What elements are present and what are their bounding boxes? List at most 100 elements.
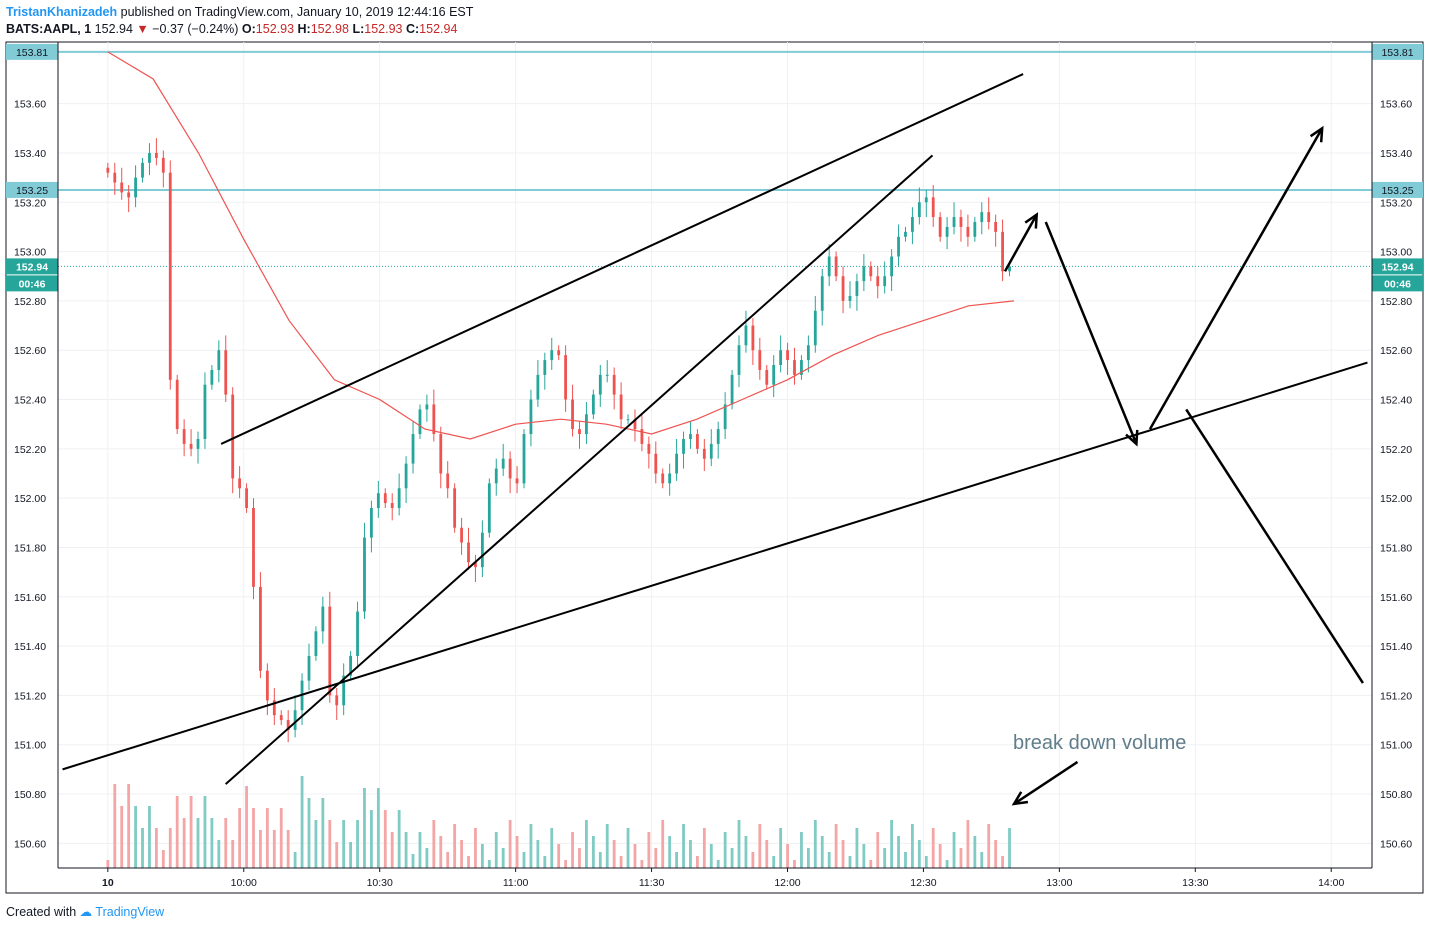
volume-bar [120,806,124,868]
candle-body [591,394,595,415]
volume-bar [557,844,561,868]
volume-bar [259,830,262,868]
trendline[interactable] [224,154,934,785]
projection-arrow[interactable] [1148,127,1324,430]
tradingview-logo-icon[interactable]: ☁ [79,905,93,919]
trendline[interactable] [62,361,1368,771]
y-tick-label-left: 151.80 [14,542,46,554]
volume-bar [1001,856,1004,868]
low-label: L: [352,22,365,36]
volume-callout-arrow-head[interactable] [1011,791,1029,806]
candle-body [779,350,783,366]
candle-body [286,720,290,730]
volume-bar [980,852,984,868]
candle-body [619,394,623,420]
created-with-label: Created with [6,905,77,919]
candle-body [564,355,568,400]
volume-bar [973,836,977,868]
level-price-text: 153.81 [16,47,48,59]
candle-body [695,434,699,449]
volume-callout-arrow[interactable] [1013,760,1079,805]
volume-bar [806,848,810,868]
projection-arrow[interactable] [1003,213,1038,272]
y-tick-label-left: 153.00 [14,247,46,259]
candle-body [980,212,984,222]
candle-body [869,266,873,277]
candle-body [751,325,755,351]
volume-bar [300,776,304,868]
volume-bar [148,806,151,868]
price-chart[interactable]: 153.81 153.81 153.25 153.25 152.94 00:46 152.9… [0,0,1429,900]
volume-bar [862,844,866,868]
candle-body [959,217,963,227]
candle-body [397,488,401,509]
projection-arrow-head[interactable] [1024,212,1039,229]
y-tick-label-left: 151.60 [14,592,46,604]
volume-bar [820,836,824,868]
volume-bar [897,836,900,868]
volume-bar [564,860,568,868]
candle-body [113,172,117,183]
candle-body [682,438,685,454]
candle-body [141,162,144,178]
candle-body [973,221,977,237]
candle-body [1008,266,1011,272]
trendline-drawings[interactable] [62,73,1368,806]
volume-bar [127,784,131,868]
y-tick-label-right: 153.60 [1380,99,1412,111]
volume-bar [210,818,214,868]
breakdown-projection-line[interactable] [1185,408,1364,684]
candle-body [120,182,124,193]
last-price: 152.94 [94,22,133,36]
horizontal-levels[interactable]: 153.81 153.81 153.25 153.25 152.94 00:46 152.9… [6,43,1423,292]
volume-bar [376,788,380,868]
volume-bar [737,820,741,868]
symbol-label[interactable]: BATS:AAPL, 1 [6,22,92,36]
current-price-label [1372,258,1423,275]
trendline[interactable] [220,73,1024,445]
volume-bar [723,832,727,868]
current-price-text: 152.94 [1381,261,1413,273]
volume-bar [1008,828,1011,868]
countdown-text: 00:46 [1384,278,1411,290]
volume-bar [571,832,574,868]
candle-body [952,217,956,227]
candle-body [529,399,533,435]
volume-bar [675,852,678,868]
volume-bar [550,828,554,868]
tradingview-brand[interactable]: TradingView [95,905,165,919]
volume-bar [883,848,887,868]
candle-body [543,360,547,375]
candlesticks [106,138,1011,743]
candle-body [945,226,949,237]
author-link[interactable]: TristanKhanizadeh [6,5,118,19]
projection-arrow-head[interactable] [1309,125,1324,143]
volume-bar [182,818,186,868]
candle-body [966,226,970,237]
candle-body [626,419,630,421]
y-tick-label-right: 153.40 [1380,148,1412,160]
candle-body [557,350,561,356]
candle-body [758,350,762,370]
projection-arrow-head[interactable] [1125,429,1139,447]
volume-bar [189,796,193,868]
candle-body [196,438,200,449]
candle-body [272,700,276,716]
volume-bar [744,836,748,868]
chart-frame [5,41,1424,894]
candle-body [425,404,429,410]
candle-body [418,409,422,435]
y-tick-label-right: 151.40 [1380,641,1412,653]
candle-body [175,379,179,430]
candle-body [890,256,894,277]
candle-body [231,394,235,479]
current-price-text: 152.94 [16,261,48,273]
volume-bar [113,784,117,868]
candle-body [612,374,616,395]
candle-body [376,493,380,509]
volume-bar [245,786,248,868]
projection-arrow[interactable] [1044,221,1138,445]
candle-body [217,350,221,370]
volume-bar [307,798,311,868]
level-price-text: 153.25 [1381,185,1413,197]
